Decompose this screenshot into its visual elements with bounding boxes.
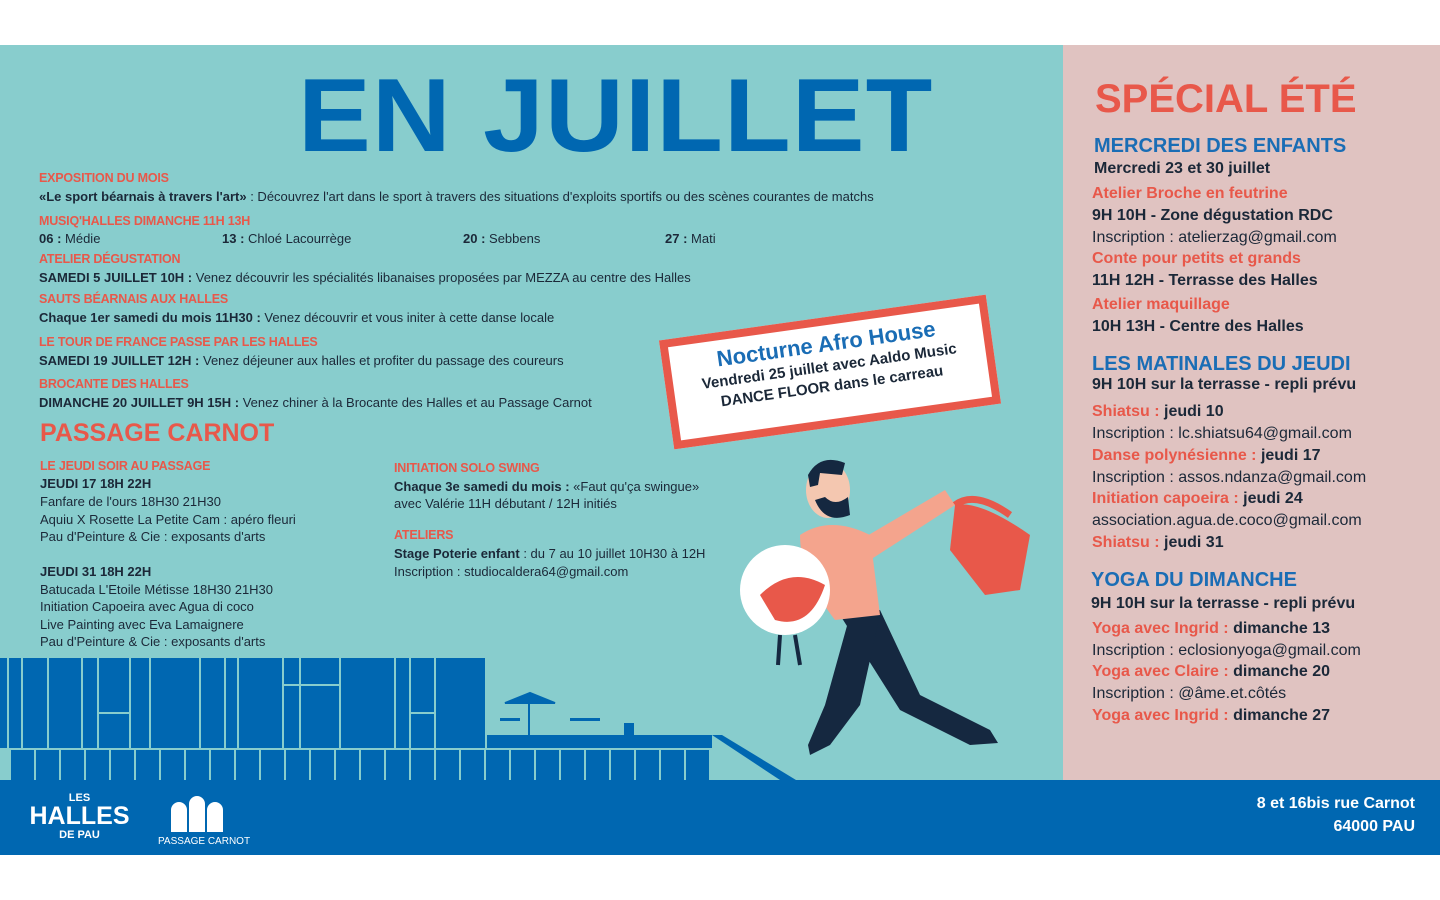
swing-line2: avec Valérie 11H débutant / 12H initiés bbox=[394, 496, 617, 511]
basket-handle bbox=[952, 495, 1013, 518]
activity-name: Atelier maquillage bbox=[1092, 296, 1230, 313]
logo-passage-carnot: PASSAGE CARNOT bbox=[158, 792, 250, 847]
logo-halles-de-pau: LES HALLES DE PAU bbox=[29, 792, 130, 841]
man-illustration bbox=[740, 459, 1030, 755]
leg-back bbox=[840, 610, 998, 745]
building-illustration bbox=[0, 658, 796, 780]
jeudi17-line: Fanfare de l'ours 18H30 21H30 bbox=[40, 494, 221, 509]
activity-name: Conte pour petits et grands bbox=[1092, 250, 1301, 267]
activity-when: 10H 13H - Centre des Halles bbox=[1092, 318, 1304, 335]
activity-info: association.agua.de.coco@gmail.com bbox=[1092, 512, 1362, 529]
arches-icon bbox=[171, 796, 223, 832]
matinales-heading: LES MATINALES DU JEUDI bbox=[1092, 353, 1351, 375]
chicken-wing bbox=[760, 577, 825, 622]
activity-line: Yoga avec Ingrid : dimanche 27 bbox=[1092, 707, 1331, 724]
event-line: DIMANCHE 20 JUILLET 9H 15H : Venez chine… bbox=[39, 395, 592, 410]
passage-carnot-title: PASSAGE CARNOT bbox=[40, 419, 275, 447]
musiq-item: 06 : Médie bbox=[39, 231, 101, 246]
event-heading: SAUTS BÉARNAIS AUX HALLES bbox=[39, 292, 228, 306]
activity-line: Initiation capoeira : jeudi 24 bbox=[1092, 490, 1303, 507]
chicken-legs bbox=[776, 634, 802, 666]
event-line: SAMEDI 5 JUILLET 10H : Venez découvrir l… bbox=[39, 270, 691, 285]
activity-when: 9H 10H - Zone dégustation RDC bbox=[1092, 207, 1333, 224]
footer: LES HALLES DE PAU PASSAGE CARNOT 8 et 16… bbox=[0, 780, 1440, 855]
yoga-sub: 9H 10H sur la terrasse - repli prévu bbox=[1091, 595, 1356, 612]
event-heading: MUSIQ'HALLES DIMANCHE 11H 13H bbox=[39, 214, 251, 228]
musiq-item: 13 : Chloé Lacourrège bbox=[222, 231, 352, 246]
event-heading: EXPOSITION DU MOIS bbox=[39, 171, 169, 185]
promo-box: Nocturne Afro House Vendredi 25 juillet … bbox=[658, 294, 1002, 450]
special-ete-panel: SPÉCIAL ÉTÉ MERCREDI DES ENFANTS Mercred… bbox=[1063, 45, 1440, 780]
arm bbox=[860, 490, 955, 560]
musiq-item: 20 : Sebbens bbox=[463, 231, 541, 246]
ateliers-heading: ATELIERS bbox=[394, 528, 454, 542]
jeudi17-line: Aquiu X Rosette La Petite Cam : apéro fl… bbox=[40, 512, 296, 527]
activity-line: Shiatsu : jeudi 31 bbox=[1092, 534, 1224, 551]
jeudi31-line: Pau d'Peinture & Cie : exposants d'arts bbox=[40, 634, 266, 649]
mercredi-dates: Mercredi 23 et 30 juillet bbox=[1094, 160, 1271, 177]
activity-name: Atelier Broche en feutrine bbox=[1092, 185, 1288, 202]
jeudi31-line: Initiation Capoeira avec Agua di coco bbox=[40, 599, 254, 614]
activity-when: 11H 12H - Terrasse des Halles bbox=[1092, 272, 1318, 289]
event-heading: BROCANTE DES HALLES bbox=[39, 377, 189, 391]
address-line1: 8 et 16bis rue Carnot bbox=[1256, 795, 1415, 812]
activity-line: Danse polynésienne : jeudi 17 bbox=[1092, 447, 1321, 464]
jeudi31-line: Batucada L'Etoile Métisse 18H30 21H30 bbox=[40, 582, 274, 597]
swing-heading: INITIATION SOLO SWING bbox=[394, 461, 540, 475]
address-line2: 64000 PAU bbox=[1333, 818, 1415, 835]
event-line: SAMEDI 19 JUILLET 12H : Venez déjeuner a… bbox=[39, 353, 564, 368]
main-title: EN JUILLET bbox=[298, 58, 934, 174]
activity-info: Inscription : lc.shiatsu64@gmail.com bbox=[1092, 425, 1352, 442]
activity-line: Yoga avec Ingrid : dimanche 13 bbox=[1092, 620, 1331, 637]
event-line: «Le sport béarnais à travers l'art» : Dé… bbox=[39, 189, 874, 204]
activity-line: Shiatsu : jeudi 10 bbox=[1092, 403, 1224, 420]
activity-info: Inscription : eclosionyoga@gmail.com bbox=[1092, 642, 1361, 659]
special-title: SPÉCIAL ÉTÉ bbox=[1095, 77, 1357, 121]
event-heading: LE TOUR DE FRANCE PASSE PAR LES HALLES bbox=[39, 335, 318, 349]
leg-front bbox=[808, 615, 880, 755]
jeudi17-line: Pau d'Peinture & Cie : exposants d'arts bbox=[40, 529, 266, 544]
beard bbox=[815, 497, 850, 518]
ateliers-line: Stage Poterie enfant : du 7 au 10 juille… bbox=[394, 546, 706, 561]
yoga-heading: YOGA DU DIMANCHE bbox=[1091, 569, 1297, 591]
swing-line: Chaque 3e samedi du mois : «Faut qu'ça s… bbox=[394, 479, 700, 494]
mercredi-heading: MERCREDI DES ENFANTS bbox=[1094, 135, 1347, 157]
activity-info: Inscription : @âme.et.côtés bbox=[1092, 685, 1287, 702]
musiq-item: 27 : Mati bbox=[665, 231, 716, 246]
jeudi17-title: JEUDI 17 18H 22H bbox=[40, 476, 152, 491]
matinales-sub: 9H 10H sur la terrasse - repli prévu bbox=[1092, 376, 1357, 393]
jeudi31-title: JEUDI 31 18H 22H bbox=[40, 564, 152, 579]
jeudi31-line: Live Painting avec Eva Lamaignere bbox=[40, 617, 244, 632]
event-line: Chaque 1er samedi du mois 11H30 : Venez … bbox=[39, 310, 555, 325]
activity-info: Inscription : atelierzag@gmail.com bbox=[1092, 229, 1337, 246]
activity-info: Inscription : assos.ndanza@gmail.com bbox=[1092, 469, 1367, 486]
poster: EN JUILLET EXPOSITION DU MOIS «Le sport … bbox=[0, 45, 1440, 855]
hair bbox=[808, 459, 845, 487]
jeudi-heading: LE JEUDI SOIR AU PASSAGE bbox=[40, 459, 211, 473]
activity-line: Yoga avec Claire : dimanche 20 bbox=[1092, 663, 1331, 680]
event-heading: ATELIER DÉGUSTATION bbox=[39, 252, 181, 266]
ateliers-line2: Inscription : studiocaldera64@gmail.com bbox=[394, 564, 629, 579]
basket bbox=[950, 504, 1030, 595]
